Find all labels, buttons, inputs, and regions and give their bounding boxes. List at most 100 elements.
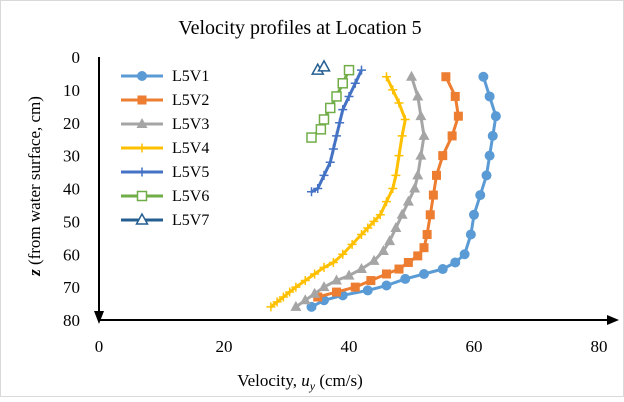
series-layer [266,59,501,312]
data-point-l5v4-22 [272,297,282,307]
data-point-l5v3-10 [384,235,396,246]
data-point-l5v1-1 [484,91,495,102]
data-point-l5v2-7 [425,210,435,220]
data-point-l5v3-19 [290,300,302,311]
legend-marker-l5v2 [137,95,147,105]
x-tick-label-40: 40 [341,337,358,356]
data-point-l5v4-12 [357,230,366,240]
legend-entry-l5v3: L5V3 [121,116,209,133]
data-point-l5v4-17 [310,269,320,279]
data-point-l5v6-2 [331,91,342,102]
y-tick-label-70: 70 [63,278,80,297]
y-tick-label-20: 20 [63,114,80,133]
data-point-l5v4-1 [388,85,398,95]
data-point-l5v4-15 [328,257,338,267]
data-point-l5v5-1 [350,78,360,88]
data-point-l5v2-12 [394,264,404,274]
series-l5v3 [290,70,430,311]
legend-label-l5v1: L5V1 [172,68,209,85]
data-point-l5v2-3 [447,131,457,141]
y-axis-label: z (from water surface, cm) [25,96,44,277]
data-point-l5v1-12 [419,268,429,279]
data-point-l5v2-16 [332,287,341,297]
data-point-l5v4-3 [400,114,410,124]
data-point-l5v1-14 [381,280,392,291]
data-point-l5v5-2 [344,91,354,101]
legend-entry-l5v2: L5V2 [121,92,209,109]
legend-label-l5v7: L5V7 [172,212,209,229]
data-point-l5v3-17 [309,287,321,298]
y-tick-label-60: 60 [63,245,80,264]
x-axis-label: Velocity, uy (cm/s) [237,371,363,393]
legend-entry-l5v5: L5V5 [121,164,209,181]
data-point-l5v5-10 [307,187,316,197]
series-l5v2 [313,72,463,302]
data-point-l5v6-4 [318,114,330,125]
x-axis-label-unit: (cm/s) [315,371,363,390]
data-point-l5v1-7 [469,209,479,220]
data-point-l5v2-15 [350,282,360,292]
data-point-l5v4-0 [382,72,391,82]
data-point-l5v6-5 [315,124,327,135]
data-point-l5v2-8 [422,230,432,240]
data-point-l5v3-5 [412,169,424,180]
data-point-l5v6-0 [343,64,355,76]
y-tick-label-30: 30 [63,147,80,166]
data-point-l5v4-18 [300,276,310,286]
legend-label-l5v2: L5V2 [172,92,209,109]
legend-label-l5v4: L5V4 [172,140,209,157]
data-point-l5v2-6 [428,190,438,200]
data-point-l5v4-20 [285,287,295,297]
data-point-l5v1-10 [450,257,461,268]
data-point-l5v4-16 [319,262,329,272]
data-point-l5v4-19 [291,282,301,292]
data-point-l5v2-14 [366,276,376,286]
data-point-l5v4-9 [375,210,385,220]
legend-label-l5v3: L5V3 [172,116,209,133]
data-point-l5v3-15 [331,274,342,285]
y-axis-label-text: (from water surface, cm) [25,96,44,269]
data-point-l5v3-2 [415,110,427,121]
x-axis-label-subscript: y [309,379,316,393]
data-point-l5v4-4 [397,131,407,141]
data-point-l5v1-8 [465,229,476,240]
data-point-l5v2-2 [453,111,463,121]
data-point-l5v3-14 [343,269,355,280]
chart-title: Velocity profiles at Location 5 [178,17,421,39]
data-point-l5v2-4 [438,151,448,161]
legend-label-l5v5: L5V5 [172,164,209,181]
x-tick-label-0: 0 [95,337,104,356]
data-point-l5v1-4 [484,150,495,161]
legend-marker-l5v4 [137,143,147,153]
data-point-l5v3-1 [412,90,424,101]
axes-layer [94,57,619,325]
legend-marker-l5v5 [137,167,147,177]
data-point-l5v3-8 [396,208,408,219]
data-point-l5v5-4 [335,118,345,128]
data-point-l5v2-5 [432,170,441,180]
data-point-l5v1-13 [400,273,411,284]
data-point-l5v4-5 [394,151,404,161]
data-point-l5v3-3 [418,129,430,140]
data-point-l5v3-11 [377,244,389,255]
data-point-l5v1-15 [362,285,373,296]
data-point-l5v4-8 [382,197,391,207]
series-l5v4 [266,72,410,312]
data-point-l5v3-4 [415,149,427,160]
x-axis-arrow [607,315,619,325]
data-point-l5v6-1 [337,78,348,89]
y-axis-label-variable: z [25,269,44,277]
data-point-l5v5-9 [313,184,323,193]
legend-marker-l5v6 [136,190,148,202]
data-point-l5v3-7 [402,195,414,206]
data-point-l5v7-1 [317,59,331,72]
data-point-l5v3-13 [356,263,367,274]
x-axis-label-variable: u [301,371,310,390]
data-point-l5v2-0 [441,72,451,82]
series-l5v7 [310,59,331,75]
data-point-l5v4-21 [278,292,288,302]
legend-entry-l5v1: L5V1 [121,68,209,85]
data-point-l5v1-0 [478,71,489,82]
data-point-l5v5-7 [325,157,335,167]
